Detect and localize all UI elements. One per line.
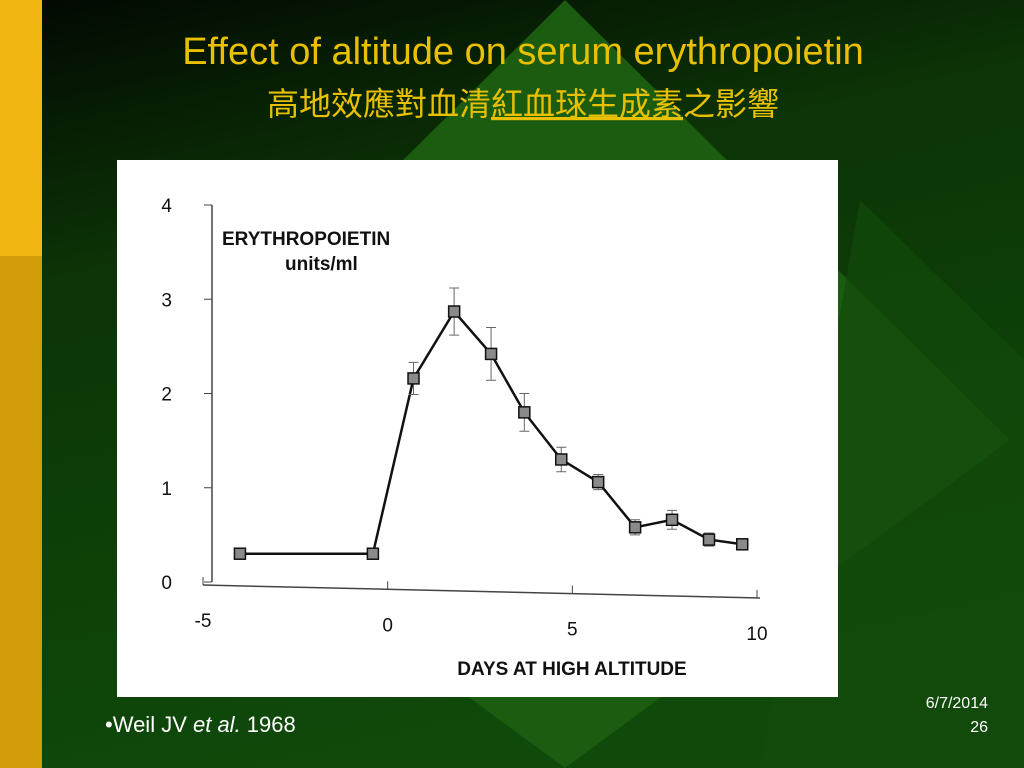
marker [665, 513, 679, 527]
strip-top [0, 0, 42, 256]
chart-panel [117, 160, 838, 697]
subtitle-part: 高地效應對血清 [267, 85, 491, 123]
x-label: DAYS AT HIGH ALTITUDE [457, 659, 686, 680]
page-number: 26 [970, 719, 988, 736]
x-tick-label: 0 [382, 615, 393, 636]
marker [735, 538, 749, 551]
y-tick-label: 4 [161, 196, 172, 217]
y-tick-label: 0 [161, 573, 172, 594]
title: Effect of altitude on serum erythropoiet… [182, 31, 864, 73]
citation-part: •Weil JV [105, 712, 193, 737]
x-tick-label: 10 [746, 624, 767, 645]
marker [366, 547, 380, 560]
x-tick-label: -5 [195, 611, 212, 632]
y-label: ERYTHROPOIETIN [222, 229, 390, 250]
y-label: units/ml [285, 254, 358, 275]
date: 6/7/2014 [926, 695, 988, 712]
citation-part: 1968 [241, 712, 296, 737]
chart: ERYTHROPOIETIN units/ml DAYS AT HIGH ALT… [161, 196, 767, 680]
marker [233, 547, 247, 560]
marker [518, 406, 531, 419]
subtitle-part: 紅血球生成素 [491, 85, 683, 123]
marker [484, 347, 498, 361]
marker [555, 453, 568, 466]
subtitle: 高地效應對血清紅血球生成素之影響 [267, 85, 779, 123]
y-tick-label: 1 [161, 479, 172, 500]
citation-part: et al. [193, 712, 241, 737]
citation: •Weil JV et al. 1968 [105, 712, 296, 737]
strip-bottom [0, 256, 42, 768]
marker [702, 533, 716, 546]
y-tick-label: 3 [161, 290, 172, 311]
marker [628, 521, 642, 534]
marker [591, 475, 605, 489]
marker [447, 305, 461, 318]
x-axis [202, 584, 761, 599]
y-tick-label: 2 [161, 385, 172, 406]
x-tick-label: 5 [567, 620, 578, 641]
marker [407, 372, 420, 385]
subtitle-part: 之影響 [683, 85, 779, 123]
